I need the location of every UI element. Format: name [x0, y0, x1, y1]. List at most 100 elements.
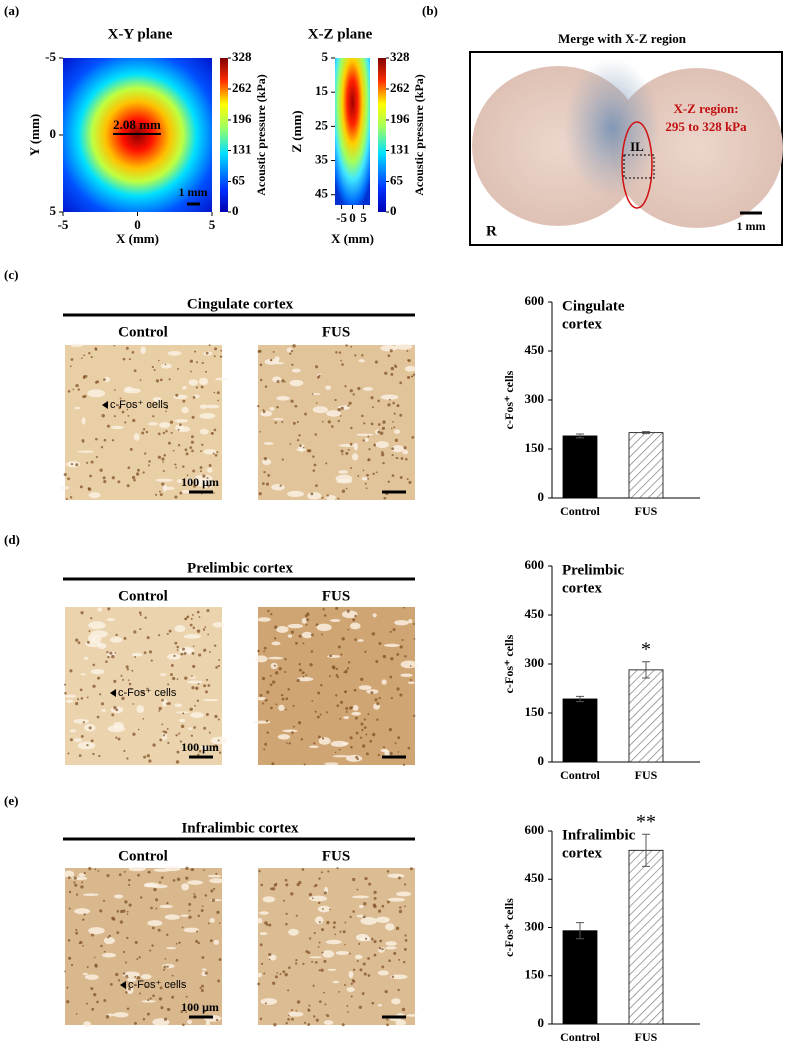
- cell: [121, 696, 125, 701]
- x-tick-label: FUS: [635, 1030, 658, 1044]
- tissue-gap: [128, 866, 146, 872]
- cell: [347, 628, 350, 631]
- cell: [100, 446, 104, 449]
- group-label: FUS: [322, 324, 350, 340]
- cell: [179, 740, 182, 743]
- cell: [393, 426, 396, 429]
- tissue-gap: [349, 622, 361, 630]
- cell: [72, 388, 75, 391]
- cell: [151, 926, 155, 930]
- tissue-gap: [289, 379, 304, 387]
- panel-title: Prelimbic cortex: [187, 560, 293, 576]
- cell: [82, 721, 85, 724]
- tissue-gap: [140, 973, 152, 980]
- cell: [175, 958, 179, 962]
- cell: [260, 962, 264, 966]
- cell: [404, 938, 408, 942]
- cell: [381, 948, 384, 951]
- cell: [199, 466, 203, 469]
- cell: [179, 423, 182, 427]
- tissue-gap: [353, 442, 359, 451]
- cell: [168, 629, 172, 633]
- cell: [166, 702, 169, 705]
- cell: [298, 634, 302, 638]
- cell: [340, 406, 344, 410]
- cell: [306, 612, 309, 614]
- cell: [126, 913, 129, 915]
- cell: [302, 446, 305, 449]
- cell: [135, 472, 140, 476]
- cell: [319, 713, 322, 716]
- cell: [66, 1000, 70, 1004]
- cell: [407, 359, 411, 363]
- cell: [77, 641, 81, 645]
- cell: [305, 950, 309, 953]
- cell: [66, 986, 69, 989]
- cell: [106, 424, 110, 428]
- panel-label: (d): [4, 532, 20, 547]
- cell: [192, 395, 196, 399]
- cell: [206, 477, 209, 479]
- chart-title: Prelimbic: [562, 562, 625, 578]
- bar: [562, 930, 598, 1025]
- cell: [175, 466, 177, 469]
- cell: [69, 738, 73, 742]
- cell: [147, 464, 150, 467]
- cell: [373, 940, 377, 944]
- cell: [352, 910, 355, 913]
- cell: [305, 674, 308, 677]
- cell: [264, 698, 268, 702]
- cell: [174, 495, 178, 499]
- scale-label: 100 μm: [181, 740, 219, 754]
- cell: [158, 710, 161, 712]
- cell: [176, 649, 179, 651]
- cell: [139, 896, 143, 899]
- cell: [83, 913, 86, 916]
- chart-title: cortex: [562, 316, 602, 332]
- cell: [332, 666, 336, 670]
- cell: [214, 714, 218, 719]
- cell: [80, 611, 84, 615]
- tissue-gap: [287, 623, 304, 629]
- cell: [346, 1004, 349, 1007]
- cell: [310, 492, 314, 496]
- cell: [301, 671, 305, 675]
- cell: [126, 910, 129, 913]
- tissue-gap: [329, 619, 341, 622]
- cell: [109, 651, 113, 655]
- arrow: [102, 401, 108, 409]
- cell: [198, 750, 202, 753]
- cell: [142, 717, 145, 720]
- cell: [114, 652, 117, 654]
- cell: [301, 868, 305, 871]
- cell: [266, 690, 270, 694]
- side-label: R: [486, 223, 497, 239]
- cell: [170, 673, 173, 676]
- cell: [181, 647, 185, 651]
- cell: [119, 397, 122, 400]
- cell: [99, 909, 103, 913]
- cell: [86, 696, 89, 699]
- cell: [162, 734, 166, 737]
- cell: [206, 609, 210, 613]
- cell: [378, 946, 382, 950]
- cell: [191, 449, 194, 453]
- cell: [67, 876, 71, 880]
- cell: [287, 688, 290, 691]
- cell: [90, 460, 94, 464]
- cell: [134, 940, 138, 944]
- cell: [148, 650, 153, 654]
- cell: [397, 751, 400, 753]
- cell: [367, 478, 369, 480]
- tissue-gap: [260, 998, 278, 1005]
- cell: [300, 738, 304, 741]
- tissue-gap: [372, 613, 377, 618]
- cell: [285, 912, 288, 915]
- cell: [203, 726, 207, 730]
- error-bar: [576, 922, 584, 940]
- cell: [388, 959, 391, 963]
- cell: [349, 706, 353, 710]
- cell: [273, 664, 276, 667]
- cell: [351, 979, 355, 982]
- bar: [628, 669, 664, 763]
